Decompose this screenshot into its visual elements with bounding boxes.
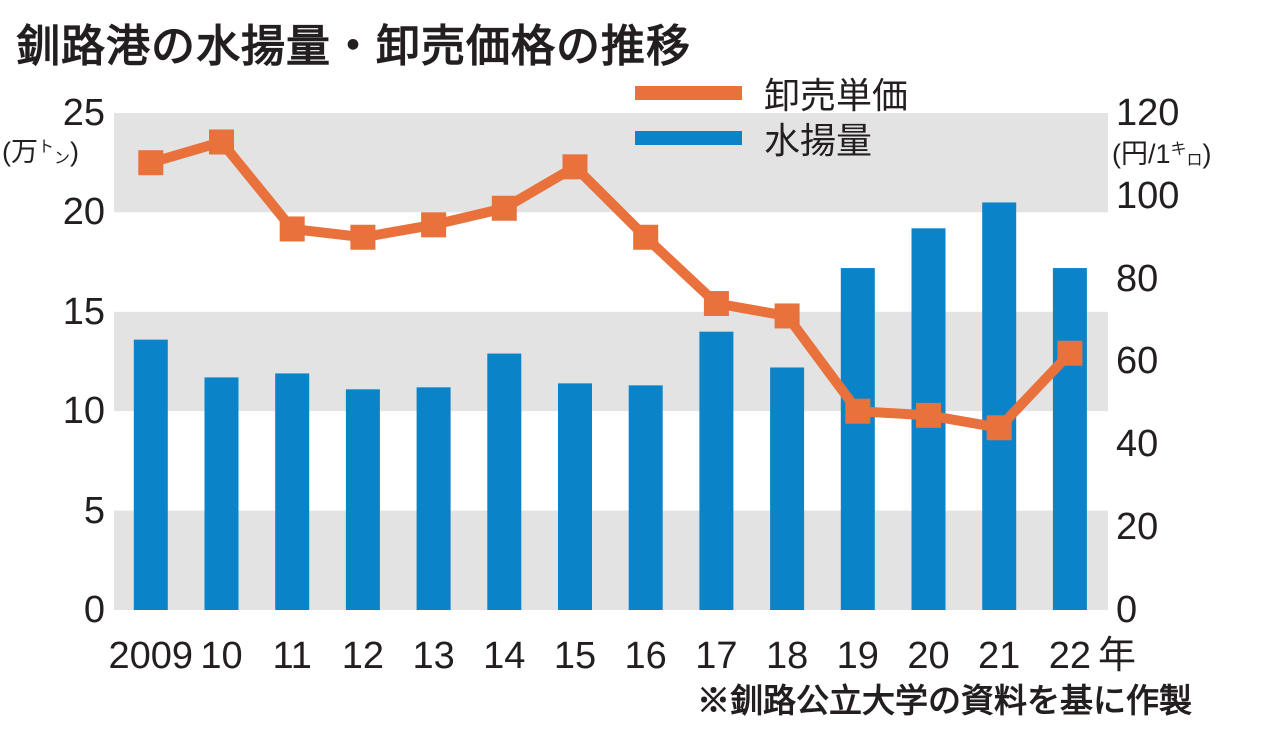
bar-2013 [416,387,451,610]
left-axis-tick-0: 0 [83,589,105,631]
grid-band [114,212,1108,312]
grid-band [114,411,1108,511]
price-marker-2016 [633,224,659,250]
bar-2018 [770,367,805,610]
price-marker-2021 [986,415,1012,441]
x-axis-tick-14: 14 [483,635,526,677]
price-marker-2014 [491,195,517,221]
source-note: ※釧路公立大学の資料を基に作製 [697,682,1192,719]
left-axis-tick-5: 5 [83,489,105,532]
x-axis-tick-16: 16 [624,635,667,677]
x-axis-tick-15: 15 [553,635,597,677]
price-marker-2013 [421,212,447,238]
x-axis-tick-13: 13 [412,635,455,677]
left-unit-suffix: ) [70,137,80,167]
bar-2016 [628,385,663,610]
legend-label-price: 卸売単価 [764,74,909,116]
left-unit-kana-top: ト [38,139,55,156]
right-unit-kana-top: キ [1170,141,1187,158]
left-axis-tick-10: 10 [62,390,105,433]
left-axis-tick-15: 15 [62,290,105,333]
x-axis-tick-21: 21 [978,635,1021,677]
price-marker-2022 [1057,340,1083,366]
left-axis-unit: (万トン) [2,137,79,172]
price-marker-2020 [916,402,941,428]
left-unit-kana-bottom: ン [54,150,71,167]
left-axis-tick-20: 20 [62,191,105,234]
x-axis-unit: 年 [1098,635,1137,677]
x-axis-tick-18: 18 [765,635,809,677]
bar-2011 [275,373,310,610]
price-marker-2017 [703,291,729,317]
price-marker-2012 [350,224,376,250]
bar-2019 [840,268,875,610]
grid-band [114,510,1108,610]
right-axis-tick-0: 0 [1116,588,1138,631]
legend-item-price: 卸売単価 [635,70,908,116]
bar-2022 [1052,268,1087,610]
right-unit-kana-bottom: ロ [1186,152,1203,169]
chart-title: 釧路港の水揚量・卸売価格の推移 [16,22,691,71]
right-axis-tick-40: 40 [1116,423,1159,466]
price-marker-2018 [774,303,800,329]
x-axis-tick-12: 12 [341,635,385,677]
right-axis-tick-20: 20 [1116,506,1159,549]
right-axis-tick-100: 100 [1116,174,1180,217]
x-axis-tick-17: 17 [695,635,738,677]
x-axis-tick-20: 20 [907,635,950,677]
x-axis-tick-22: 22 [1048,635,1092,677]
x-axis-tick-2009: 2009 [108,635,194,677]
legend-item-catch: 水揚量 [635,115,908,161]
x-axis-tick-19: 19 [836,635,879,677]
legend: 卸売単価 水揚量 [635,70,908,161]
bar-2009 [133,339,168,610]
right-unit-prefix: (円/1 [1112,139,1171,169]
price-marker-2015 [562,154,588,180]
bar-2015 [558,383,592,610]
right-axis-tick-80: 80 [1116,257,1159,300]
bar-2021 [982,202,1017,610]
left-unit-prefix: (万 [2,137,38,167]
price-marker-2011 [279,216,305,242]
legend-label-catch: 水揚量 [764,119,873,161]
plot-svg [114,113,1108,610]
right-axis-unit: (円/1キロ) [1112,139,1212,174]
grid-band [114,311,1108,412]
bar-2010 [204,377,239,610]
price-line-swatch-icon [635,85,742,100]
right-unit-suffix: ) [1202,139,1212,169]
right-axis-tick-60: 60 [1116,340,1159,383]
x-axis-tick-11: 11 [272,635,312,677]
price-marker-2010 [209,129,234,155]
right-axis-tick-120: 120 [1116,92,1180,134]
bar-2014 [487,353,522,610]
price-marker-2019 [845,398,871,424]
bar-2017 [699,331,734,610]
price-marker-2009 [138,150,164,176]
left-axis-tick-25: 25 [62,92,105,134]
x-axis-tick-10: 10 [200,635,243,677]
bar-2012 [345,389,380,610]
catch-bar-swatch-icon [635,130,742,145]
